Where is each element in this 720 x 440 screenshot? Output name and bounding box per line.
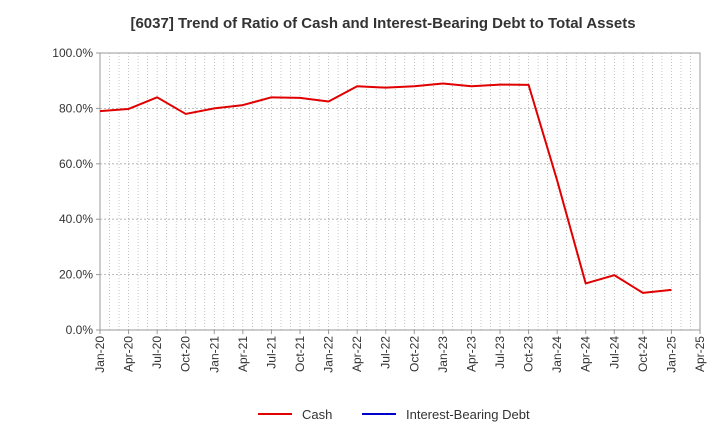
y-tick-label: 100.0%: [52, 46, 93, 60]
x-tick-label: Oct-24: [636, 336, 650, 372]
y-tick-label: 20.0%: [59, 268, 93, 282]
x-tick-label: Jan-21: [207, 336, 221, 373]
x-tick-label: Jul-22: [379, 336, 393, 369]
x-tick-label: Jul-23: [493, 336, 507, 369]
x-tick-label: Jan-22: [322, 336, 336, 373]
series-lines: [99, 82, 672, 294]
x-tick-label: Apr-25: [693, 336, 707, 372]
x-tick-label: Oct-21: [293, 336, 307, 372]
x-tick-label: Jan-24: [550, 336, 564, 373]
x-tick-label: Apr-22: [350, 336, 364, 372]
x-tick-label: Jul-24: [607, 336, 621, 369]
x-tick-label: Apr-24: [579, 336, 593, 372]
x-tick-label: Jan-20: [93, 336, 107, 373]
x-tick-label: Oct-22: [407, 336, 421, 372]
x-tick-label: Apr-23: [464, 336, 478, 372]
legend-label: Interest-Bearing Debt: [406, 407, 530, 422]
x-tick-label: Jan-23: [436, 336, 450, 373]
legend: Cash Interest-Bearing Debt: [258, 407, 530, 422]
x-tick-label: Oct-20: [179, 336, 193, 372]
y-tick-label: 80.0%: [59, 101, 93, 115]
y-tick-label: 40.0%: [59, 212, 93, 226]
y-tick-label: 0.0%: [66, 323, 94, 337]
x-tick-label: Oct-23: [522, 336, 536, 372]
grid: [100, 53, 700, 330]
series-line-cash: [99, 82, 672, 294]
x-tick-label: Jul-20: [150, 336, 164, 369]
legend-label: Cash: [302, 407, 332, 422]
chart-title: [6037] Trend of Ratio of Cash and Intere…: [130, 15, 635, 32]
x-tick-label: Jan-25: [664, 336, 678, 373]
x-tick-label: Jul-21: [264, 336, 278, 369]
x-tick-label: Apr-21: [236, 336, 250, 372]
plot-area: [99, 52, 701, 331]
x-axis-ticks: Jan-20 Apr-20 Jul-20 Oct-20 Jan-21 Apr-21 Jul-…: [93, 330, 707, 373]
y-tick-label: 60.0%: [59, 157, 93, 171]
y-axis-ticks: 0.0% 20.0% 40.0% 60.0% 80.0% 100.0%: [52, 46, 100, 337]
x-tick-label: Apr-20: [122, 336, 136, 372]
